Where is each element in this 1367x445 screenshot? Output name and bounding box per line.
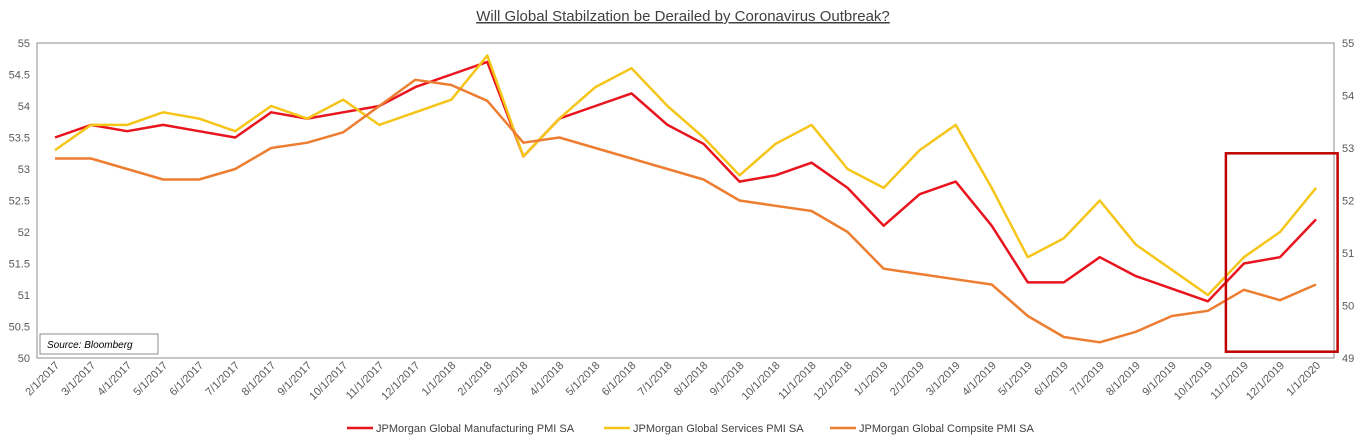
- right-axis-tick-label: 49: [1342, 353, 1354, 365]
- left-axis-tick-label: 50.5: [9, 322, 30, 334]
- x-axis-tick-label: 6/1/2018: [600, 360, 639, 399]
- left-axis-ticks: 50 50.5 51 51.5 52 52.5 53 53.5 54 54.5 55: [9, 38, 30, 365]
- x-axis-tick-label: 5/1/2018: [564, 360, 603, 399]
- left-axis-tick-label: 51.5: [9, 259, 30, 271]
- chart-legend: JPMorgan Global Manufacturing PMI SA JPMo…: [347, 423, 1035, 435]
- x-axis-tick-label: 3/1/2018: [492, 360, 531, 399]
- left-axis-tick-label: 50: [18, 353, 30, 365]
- source-note: Source: Bloomberg: [47, 340, 133, 351]
- x-axis-tick-label: 10/1/2018: [740, 360, 783, 403]
- left-axis-tick-label: 53.5: [9, 133, 30, 145]
- series-line-3: [55, 78, 1317, 344]
- x-axis-tick-label: 10/1/2017: [307, 360, 350, 403]
- x-axis-tick-label: 6/1/2017: [167, 360, 206, 399]
- x-axis-tick-label: 4/1/2017: [95, 360, 134, 399]
- x-axis-tick-label: 3/1/2019: [924, 360, 963, 399]
- x-axis-tick-label: 2/1/2017: [23, 360, 62, 399]
- left-axis-tick-label: 51: [18, 290, 30, 302]
- legend-label: JPMorgan Global Services PMI SA: [633, 423, 804, 435]
- x-axis-tick-label: 4/1/2019: [960, 360, 999, 399]
- right-axis-tick-label: 52: [1342, 196, 1354, 208]
- x-axis-tick-label: 12/1/2019: [1244, 360, 1287, 403]
- legend-label: JPMorgan Global Compsite PMI SA: [859, 423, 1035, 435]
- x-axis-tick-label: 8/1/2018: [672, 360, 711, 399]
- left-axis-tick-label: 52: [18, 227, 30, 239]
- plot-area-border: [36, 42, 1335, 359]
- right-axis-ticks: 49 50 51 52 53 54 55: [1342, 38, 1354, 365]
- x-axis-tick-label: 1/1/2018: [420, 360, 459, 399]
- x-axis-tick-label: 12/1/2017: [379, 360, 422, 403]
- x-axis-tick-label: 5/1/2017: [131, 360, 170, 399]
- x-axis-tick-label: 1/1/2020: [1284, 360, 1323, 399]
- x-axis-tick-label: 8/1/2017: [240, 360, 279, 399]
- right-axis-tick-label: 50: [1342, 301, 1354, 313]
- series-line-1: [54, 60, 1317, 303]
- right-axis-tick-label: 53: [1342, 143, 1354, 155]
- series-lines: [54, 54, 1317, 344]
- right-axis-tick-label: 54: [1342, 91, 1354, 103]
- x-axis-tick-label: 10/1/2019: [1172, 360, 1215, 403]
- x-axis-tick-label: 2/1/2019: [888, 360, 927, 399]
- x-axis-tick-label: 5/1/2019: [996, 360, 1035, 399]
- x-axis-tick-label: 7/1/2018: [636, 360, 675, 399]
- x-axis-tick-label: 3/1/2017: [59, 360, 98, 399]
- x-axis-ticks: 2/1/20173/1/20174/1/20175/1/20176/1/2017…: [23, 360, 1323, 403]
- highlight-box: [1224, 152, 1339, 353]
- left-axis-tick-label: 55: [18, 38, 30, 50]
- x-axis-tick-label: 1/1/2019: [852, 360, 891, 399]
- x-axis-tick-label: 6/1/2019: [1032, 360, 1071, 399]
- x-axis-tick-label: 7/1/2017: [204, 360, 243, 399]
- right-axis-tick-label: 55: [1342, 38, 1354, 50]
- chart-title: Will Global Stabilzation be Derailed by …: [476, 8, 890, 25]
- x-axis-tick-label: 12/1/2018: [812, 360, 855, 403]
- series-line-2: [54, 54, 1317, 297]
- left-axis-tick-label: 52.5: [9, 196, 30, 208]
- x-axis-tick-label: 2/1/2018: [456, 360, 495, 399]
- left-axis-tick-label: 54.5: [9, 70, 30, 82]
- x-axis-tick-label: 7/1/2019: [1068, 360, 1107, 399]
- x-axis-tick-label: 8/1/2019: [1104, 360, 1143, 399]
- x-axis-tick-label: 4/1/2018: [528, 360, 567, 399]
- left-axis-tick-label: 54: [18, 101, 30, 113]
- left-axis-tick-label: 53: [18, 164, 30, 176]
- legend-label: JPMorgan Global Manufacturing PMI SA: [376, 423, 575, 435]
- source-box: Source: Bloomberg: [39, 333, 159, 355]
- right-axis-tick-label: 51: [1342, 248, 1354, 260]
